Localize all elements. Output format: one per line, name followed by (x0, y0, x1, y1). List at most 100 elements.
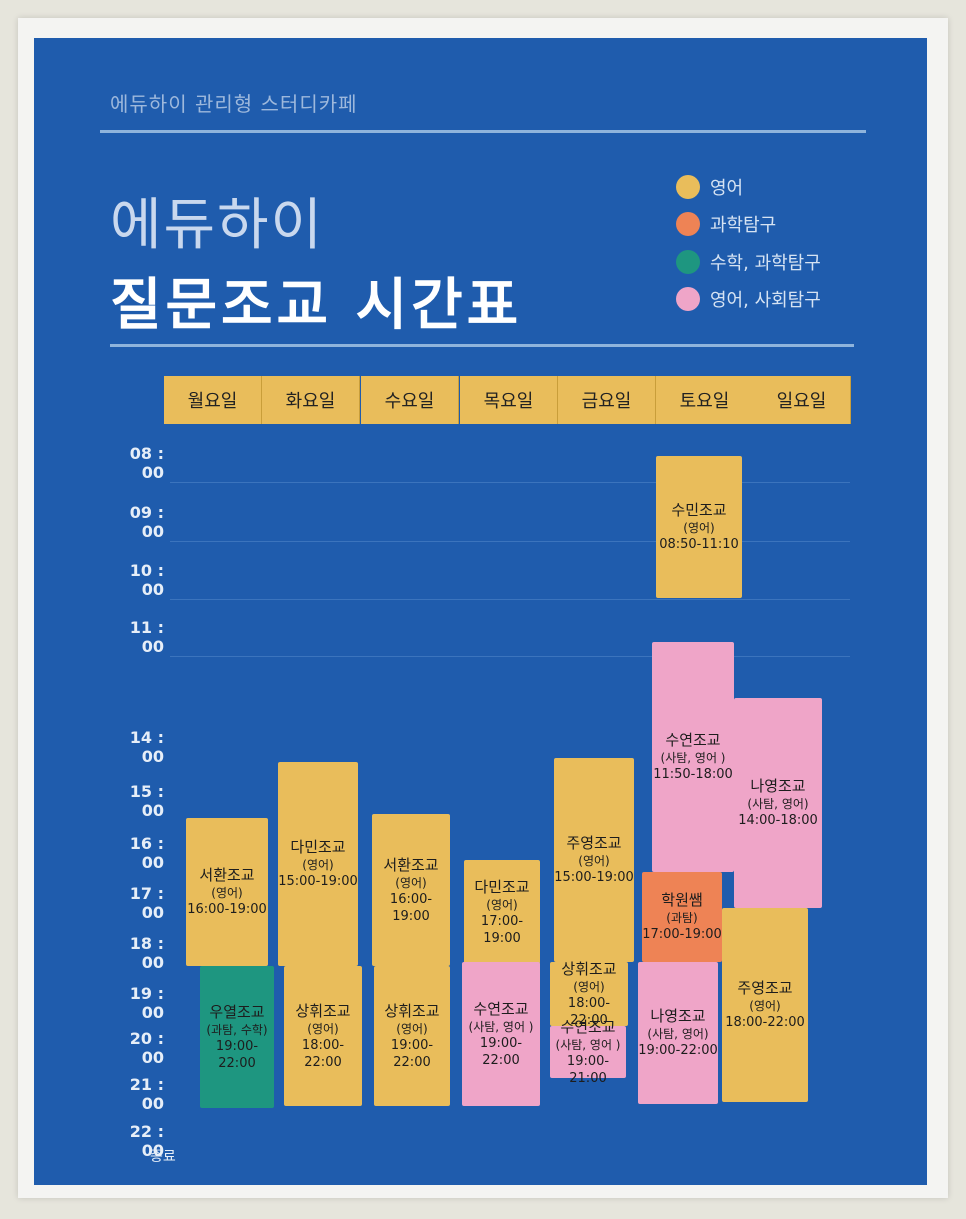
title-line-1: 에듀하이 (110, 193, 325, 258)
header-divider (100, 130, 866, 133)
assistant-name: 우열조교 (209, 1002, 265, 1021)
block-time: 19:00-22:00 (390, 1037, 434, 1070)
day-header: 목요일 (460, 376, 558, 424)
assistant-name: 상휘조교 (561, 959, 617, 978)
time-label: 10 : 00 (129, 561, 164, 599)
legend-label: 영어 (710, 178, 744, 199)
block-subject: (영어) (749, 999, 781, 1013)
schedule-block: 서환조교 (영어) 16:00-19:00 (186, 818, 268, 966)
legend-item: 영어 (676, 174, 743, 200)
end-label: 종료 (150, 1149, 176, 1165)
time-label: 16 : 00 (129, 834, 164, 872)
legend-item: 수학, 과학탐구 (676, 249, 821, 275)
title-line-2: 질문조교 시간표 (110, 273, 523, 338)
schedule-block: 상휘조교 (영어) 18:00-22:00 (550, 959, 628, 1028)
time-label: 08 : 00 (129, 444, 164, 482)
block-subject: (영어) (578, 854, 610, 868)
assistant-name: 상휘조교 (384, 1001, 440, 1020)
block-subject: (사탐, 영어 ) (660, 751, 726, 765)
time-label: 19 : 00 (129, 984, 164, 1022)
block-subject: (영어) (573, 979, 605, 994)
assistant-name: 주영조교 (566, 834, 622, 852)
brand-name: 에듀하이 관리형 스터디카페 (110, 92, 358, 116)
block-subject: (과탐, 수학) (206, 1022, 268, 1037)
assistant-name: 서환조교 (199, 866, 255, 884)
assistant-name: 수연조교 (665, 731, 721, 749)
assistant-name: 서환조교 (383, 855, 439, 874)
block-subject: (사탐, 영어) (647, 1027, 709, 1041)
assistant-name: 다민조교 (290, 838, 346, 856)
block-subject: (과탐) (666, 911, 698, 925)
time-label: 11 : 00 (129, 618, 164, 656)
schedule-block: 다민조교 (영어) 17:00-19:00 (464, 860, 540, 964)
day-header: 일요일 (753, 376, 851, 424)
block-time: 17:00-19:00 (642, 927, 722, 942)
assistant-name: 상휘조교 (295, 1001, 351, 1020)
block-time: 15:00-19:00 (554, 870, 634, 885)
legend-item: 영어, 사회탐구 (676, 286, 821, 312)
block-subject: (영어) (396, 1021, 428, 1036)
block-time: 15:00-19:00 (278, 874, 358, 889)
block-subject: (사탐, 영어 ) (468, 1019, 534, 1034)
legend-color-dot (676, 250, 700, 274)
block-subject: (영어) (307, 1021, 339, 1036)
schedule-block: 학원쌤 (과탐) 17:00-19:00 (642, 872, 722, 962)
assistant-name: 학원쌤 (661, 891, 703, 909)
schedule-block: 주영조교 (영어) 18:00-22:00 (722, 908, 808, 1102)
assistant-name: 나영조교 (650, 1007, 706, 1025)
assistant-name: 수연조교 (473, 999, 529, 1018)
legend-label: 수학, 과학탐구 (710, 253, 821, 274)
schedule-block: 상휘조교 (영어) 18:00-22:00 (284, 966, 362, 1106)
assistant-name: 주영조교 (737, 979, 793, 997)
time-label: 17 : 00 (129, 884, 164, 922)
schedule-block: 나영조교 (사탐, 영어) 14:00-18:00 (734, 698, 822, 908)
day-header: 금요일 (558, 376, 656, 424)
grid-line (170, 482, 850, 483)
block-time: 16:00-19:00 (187, 902, 267, 917)
assistant-name: 다민조교 (474, 877, 530, 896)
day-header: 월요일 (164, 376, 262, 424)
schedule-block: 우열조교 (과탐, 수학) 19:00-22:00 (200, 966, 274, 1108)
block-subject: (영어) (211, 886, 243, 900)
time-label: 20 : 00 (129, 1029, 164, 1067)
block-subject: (사탐, 영어) (747, 797, 809, 811)
block-time: 17:00-19:00 (480, 913, 524, 946)
assistant-name: 수민조교 (671, 501, 727, 519)
legend-color-dot (676, 287, 700, 311)
time-label: 09 : 00 (129, 503, 164, 541)
schedule-block: 상휘조교 (영어) 19:00-22:00 (374, 966, 450, 1106)
time-label: 21 : 00 (129, 1075, 164, 1113)
time-label: 18 : 00 (129, 934, 164, 972)
legend-label: 영어, 사회탐구 (710, 290, 821, 311)
block-time: 16:00-19:00 (389, 891, 433, 924)
schedule-block: 수연조교 (사탐, 영어 ) 19:00-22:00 (462, 962, 540, 1106)
schedule-block: 수민조교 (영어) 08:50-11:10 (656, 456, 742, 598)
schedule-block: 서환조교 (영어) 16:00-19:00 (372, 814, 450, 966)
day-header: 수요일 (361, 376, 459, 424)
schedule-block: 나영조교 (사탐, 영어) 19:00-22:00 (638, 962, 718, 1104)
schedule-block: 수연조교 (사탐, 영어 ) 19:00-21:00 (550, 1018, 626, 1086)
block-time: 08:50-11:10 (659, 537, 739, 552)
block-time: 14:00-18:00 (738, 813, 818, 828)
grid-line (170, 541, 850, 542)
block-time: 11:50-18:00 (653, 767, 733, 782)
time-label: 15 : 00 (129, 782, 164, 820)
block-time: 18:00-22:00 (567, 995, 611, 1028)
legend-color-dot (676, 212, 700, 236)
block-subject: (영어) (302, 858, 334, 872)
time-label: 14 : 00 (129, 728, 164, 766)
block-time: 18:00-22:00 (301, 1037, 345, 1070)
block-subject: (영어) (683, 521, 715, 535)
block-subject: (사탐, 영어 ) (555, 1037, 621, 1052)
day-header: 화요일 (262, 376, 360, 424)
legend-item: 과학탐구 (676, 211, 776, 237)
day-header: 토요일 (656, 376, 754, 424)
legend-color-dot (676, 175, 700, 199)
assistant-name: 수연조교 (560, 1017, 616, 1036)
schedule-block: 다민조교 (영어) 15:00-19:00 (278, 762, 358, 966)
block-subject: (영어) (395, 875, 427, 890)
block-time: 18:00-22:00 (725, 1015, 805, 1030)
block-time: 19:00-21:00 (566, 1053, 610, 1086)
schedule-block: 주영조교 (영어) 15:00-19:00 (554, 758, 634, 962)
assistant-name: 나영조교 (750, 777, 806, 795)
